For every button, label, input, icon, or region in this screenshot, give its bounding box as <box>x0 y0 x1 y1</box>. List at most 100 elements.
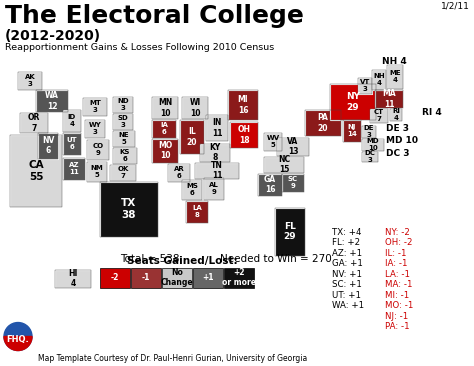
Bar <box>36 90 68 112</box>
Text: SD
3: SD 3 <box>118 115 128 128</box>
Text: DE 3: DE 3 <box>386 124 409 133</box>
Bar <box>264 157 304 173</box>
Bar <box>370 109 388 123</box>
Text: Seats Gained/Lost:: Seats Gained/Lost: <box>127 255 237 266</box>
Bar <box>100 268 130 288</box>
Bar <box>87 162 107 182</box>
Bar <box>200 144 230 162</box>
Bar <box>110 165 136 181</box>
Bar <box>168 164 190 182</box>
Text: NJ
14: NJ 14 <box>347 124 357 137</box>
Text: WA: +1: WA: +1 <box>332 301 364 310</box>
Bar <box>258 174 282 196</box>
Bar <box>362 139 384 151</box>
Text: NV
6: NV 6 <box>42 136 54 156</box>
Text: KY
8: KY 8 <box>210 143 220 163</box>
Bar <box>182 97 208 119</box>
Bar <box>372 70 386 90</box>
Bar <box>100 182 158 237</box>
Bar <box>113 114 133 130</box>
Bar <box>228 90 258 120</box>
Bar <box>10 135 62 207</box>
Bar <box>358 78 372 94</box>
Bar <box>162 268 192 288</box>
Bar <box>113 97 133 113</box>
Bar <box>38 133 58 159</box>
Bar <box>63 158 85 180</box>
Bar <box>110 165 136 181</box>
Bar <box>358 78 372 94</box>
Bar <box>63 110 81 132</box>
Bar <box>387 65 403 89</box>
Text: NJ: -1: NJ: -1 <box>385 311 408 321</box>
Bar <box>362 152 378 162</box>
Bar <box>152 97 178 119</box>
Text: MI: -1: MI: -1 <box>385 291 409 300</box>
Text: RI 4: RI 4 <box>422 108 442 117</box>
Bar <box>113 148 137 164</box>
Bar <box>206 115 228 141</box>
Text: Reapportionment Gains & Losses Following 2010 Census: Reapportionment Gains & Losses Following… <box>5 43 274 52</box>
Bar <box>200 144 230 162</box>
Text: IA: -1: IA: -1 <box>385 259 408 268</box>
Text: SC
9: SC 9 <box>288 176 298 189</box>
Text: WV
5: WV 5 <box>266 135 280 148</box>
Bar <box>264 133 282 151</box>
Text: RI
4: RI 4 <box>392 108 400 122</box>
Text: PA
20: PA 20 <box>318 113 328 132</box>
Text: +1: +1 <box>202 273 214 282</box>
Text: NH
4: NH 4 <box>373 74 385 86</box>
Bar <box>305 110 341 136</box>
Bar <box>10 135 62 207</box>
Text: NE
5: NE 5 <box>118 132 129 145</box>
Bar <box>113 131 135 147</box>
Bar <box>282 174 304 192</box>
Bar <box>38 133 58 159</box>
Text: MO
10: MO 10 <box>158 141 172 160</box>
Bar <box>362 126 376 138</box>
Bar <box>362 126 376 138</box>
Bar <box>277 138 309 156</box>
Text: MO: -1: MO: -1 <box>385 301 413 310</box>
Text: +2
or more: +2 or more <box>222 268 256 287</box>
Text: IA
6: IA 6 <box>160 122 168 135</box>
Bar <box>113 97 133 113</box>
Bar <box>87 140 109 160</box>
Text: WA
12: WA 12 <box>45 91 59 111</box>
Text: MD
10: MD 10 <box>367 138 379 151</box>
Bar <box>224 268 254 288</box>
Bar <box>18 72 42 90</box>
Text: Total = 538: Total = 538 <box>120 254 180 264</box>
Text: NM
5: NM 5 <box>91 165 103 178</box>
Bar <box>362 139 384 151</box>
Bar <box>63 158 85 180</box>
Wedge shape <box>4 336 32 351</box>
Bar <box>180 120 204 154</box>
Text: LA
8: LA 8 <box>192 205 202 218</box>
Bar <box>282 174 304 192</box>
Bar <box>152 120 176 138</box>
Text: FL
29: FL 29 <box>283 222 296 241</box>
Text: TN
11: TN 11 <box>211 161 223 180</box>
Text: DC 3: DC 3 <box>386 149 410 158</box>
Bar <box>330 84 376 120</box>
Bar <box>168 164 190 182</box>
Text: OH: -2: OH: -2 <box>385 238 412 247</box>
Bar <box>362 152 378 162</box>
Text: VA
13: VA 13 <box>287 137 299 157</box>
Text: IL: -1: IL: -1 <box>385 249 407 258</box>
Text: Needed to Win = 270: Needed to Win = 270 <box>220 254 332 264</box>
Bar <box>20 113 48 133</box>
Text: FL: +2: FL: +2 <box>332 238 360 247</box>
Text: DE
3: DE 3 <box>364 125 374 138</box>
Text: Map Template Courtesy of Dr. Paul-Henri Gurian, University of Georgia: Map Template Courtesy of Dr. Paul-Henri … <box>38 355 307 363</box>
Text: ME
4: ME 4 <box>389 70 401 83</box>
Text: (2012-2020): (2012-2020) <box>5 29 101 43</box>
Text: MI
16: MI 16 <box>237 95 248 115</box>
Bar <box>186 201 208 223</box>
Bar <box>258 174 282 196</box>
Text: No
Change: No Change <box>161 268 193 287</box>
Bar <box>83 98 107 116</box>
Bar <box>375 90 403 108</box>
Bar <box>275 208 305 255</box>
